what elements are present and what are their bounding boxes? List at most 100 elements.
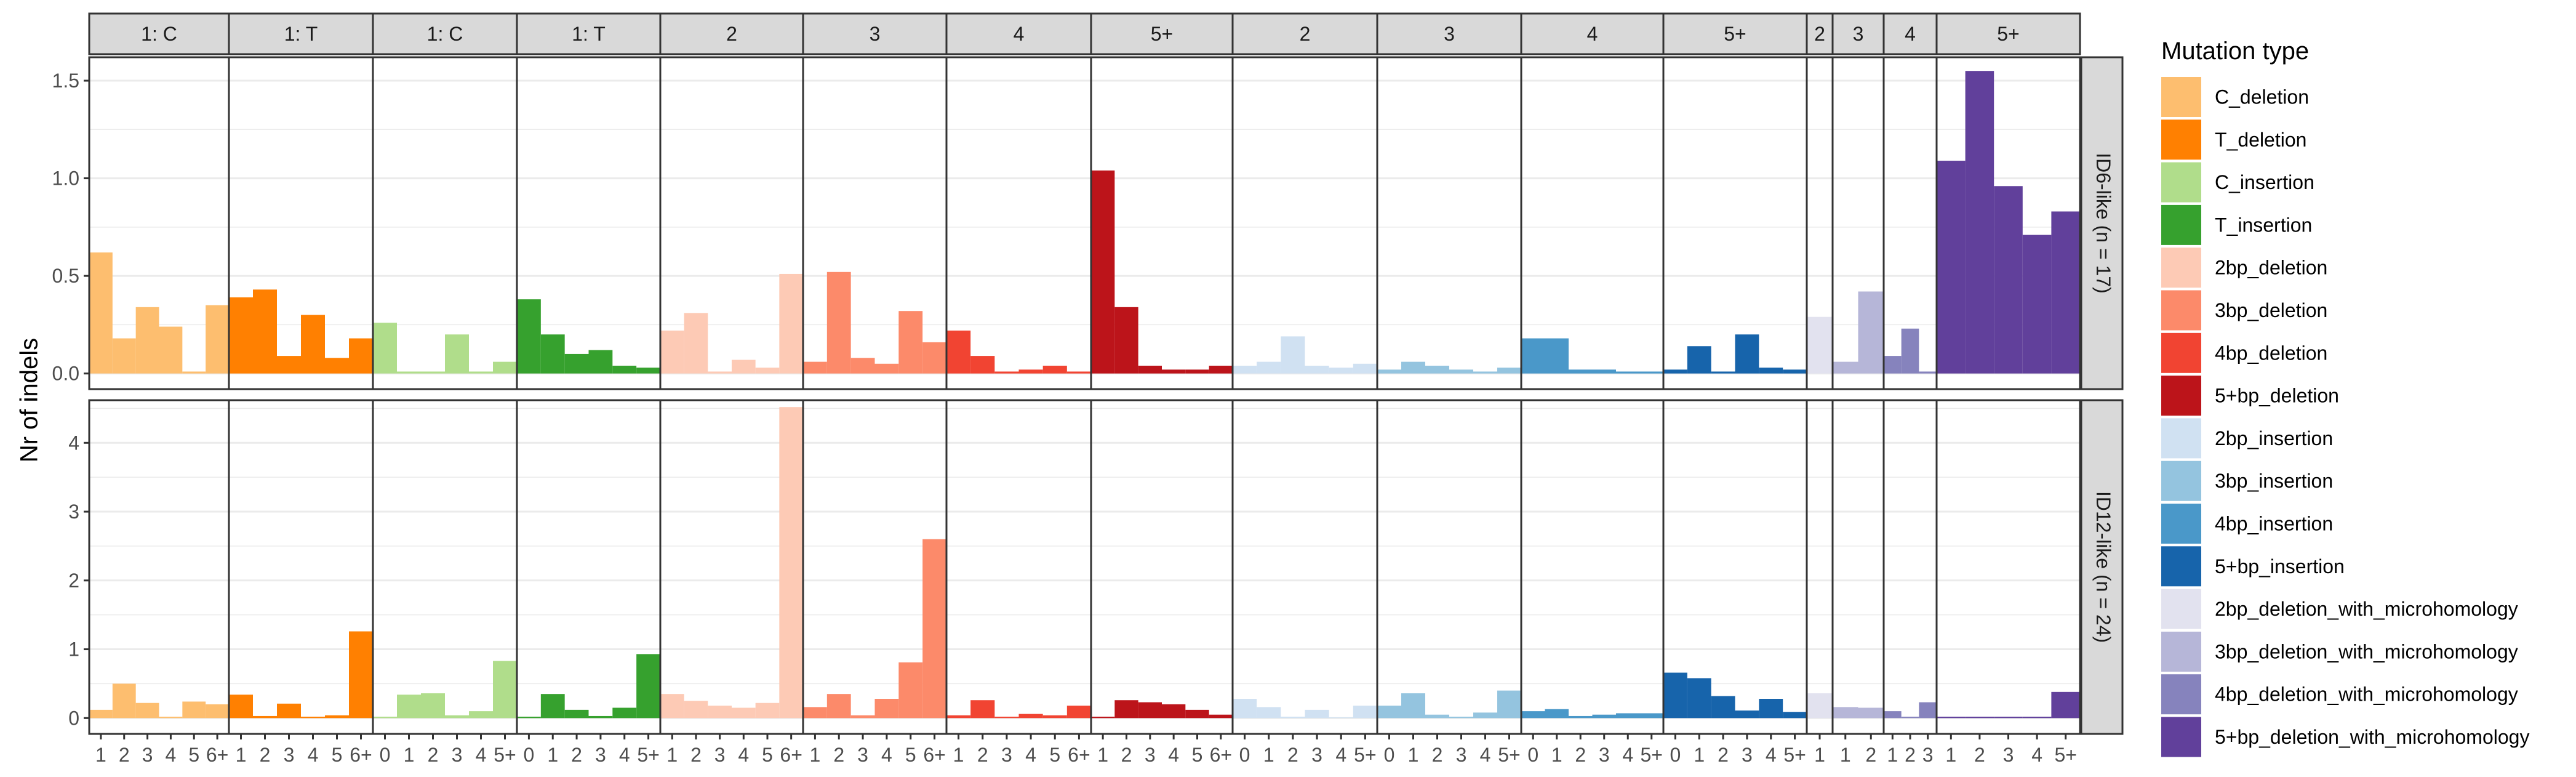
bar [1759,699,1783,719]
x-tick-label: 2 [690,744,702,766]
bar [970,356,995,374]
x-tick-label: 5+ [2054,744,2076,766]
bar [755,368,780,374]
legend-key [2161,248,2201,288]
bar [1569,715,1593,719]
x-tick-label: 6+ [1210,744,1232,766]
x-axis-ticks: 1 2 3 4 5 6+ 1 2 3 4 5 6+ 0 1 2 3 4 5+ 0 1 2 3 4 5+ 1 2 3 4 5 6+ 1 2 3 4 5… [95,734,2077,766]
legend-key [2161,504,2201,544]
bar [1497,690,1521,719]
bar [1545,338,1569,374]
legend-label: T_deletion [2215,129,2306,151]
bar [1209,365,1233,374]
facet-strip-label: 4 [1014,23,1025,45]
bar [1066,371,1091,374]
x-tick-label: 5+ [1354,744,1376,766]
bar [1305,365,1329,374]
bar [1937,717,1966,719]
bar [1091,717,1115,719]
x-tick-label: 4 [1168,744,1179,766]
bar [1663,672,1687,719]
facet-strip [1662,12,1808,55]
bar [253,289,277,374]
bar [874,699,899,719]
bar [89,709,113,719]
x-tick-label: 2 [1575,744,1586,766]
bar [1233,699,1257,719]
facet-strip-label: 1: C [427,23,463,45]
legend-key [2161,631,2201,672]
bar [1377,706,1401,719]
bar [994,717,1019,719]
x-tick-label: 1 [1263,744,1274,766]
bar [564,709,589,719]
panel-strip-label: ID6-like (n = 17) [2092,153,2114,294]
bar [112,683,136,719]
bar [206,305,229,374]
bar [1663,369,1687,374]
x-tick-label: 3 [142,744,153,766]
bar [1919,371,1937,374]
x-tick-label: 2 [977,744,988,766]
bar [1449,369,1473,374]
bar [708,371,732,374]
bar [1473,371,1497,374]
facet-strip [1882,12,1938,55]
bar [1162,704,1186,719]
bar [301,717,325,719]
x-tick-label: 0 [1527,744,1538,766]
x-tick-label: 1 [1694,744,1705,766]
bar [1884,356,1902,374]
bar [1937,161,1966,374]
legend-key [2161,418,2201,459]
bar [1233,365,1257,374]
bar [660,694,684,719]
bar [1018,369,1043,374]
bar [588,715,613,719]
facet-strip [228,12,374,55]
facet-strip-label: 5+ [1997,23,2019,45]
bar [445,334,469,374]
facet-strip-label: 1: T [284,23,318,45]
bar [325,715,349,719]
bar [1401,361,1425,374]
x-tick-label: 3 [1742,744,1753,766]
x-tick-label: 3 [284,744,295,766]
bar [1138,702,1162,719]
bar [1066,706,1091,719]
legend-key [2161,162,2201,203]
x-tick-label: 6+ [350,744,372,766]
legend: Mutation type C_deletion T_deletion C_inse… [2161,38,2529,757]
facet-strip-label: 2 [1300,23,1311,45]
legend-key [2161,204,2201,245]
bar [564,353,589,374]
bar [1497,368,1521,374]
bar [2022,235,2052,374]
bar [922,539,946,719]
x-tick-label: 5+ [494,744,516,766]
legend-key [2161,77,2201,117]
x-tick-label: 5+ [1498,744,1520,766]
x-tick-label: 3 [857,744,868,766]
bar [1305,709,1329,719]
bar [1711,696,1735,719]
bar [874,363,899,374]
x-tick-label: 1 [236,744,247,766]
bar [373,717,397,719]
bar [1994,186,2023,374]
bar [636,368,660,374]
bar [135,307,159,374]
legend-label: 5+bp_insertion [2215,555,2345,578]
bar [159,326,183,374]
x-tick-label: 1 [953,744,964,766]
bar [755,703,780,719]
x-tick-label: 5+ [637,744,659,766]
facet-strips: 1: C 1: T 1: C 1: T 2 3 4 5+ 2 3 4 5+ 2 3 4 5+ ID6-like … [88,12,2124,735]
x-tick-label: 4 [476,744,487,766]
bar [1377,369,1401,374]
bar [1353,706,1377,719]
legend-label: C_deletion [2215,86,2309,108]
bar [898,662,923,719]
bar [779,273,803,374]
bar [1449,717,1473,719]
